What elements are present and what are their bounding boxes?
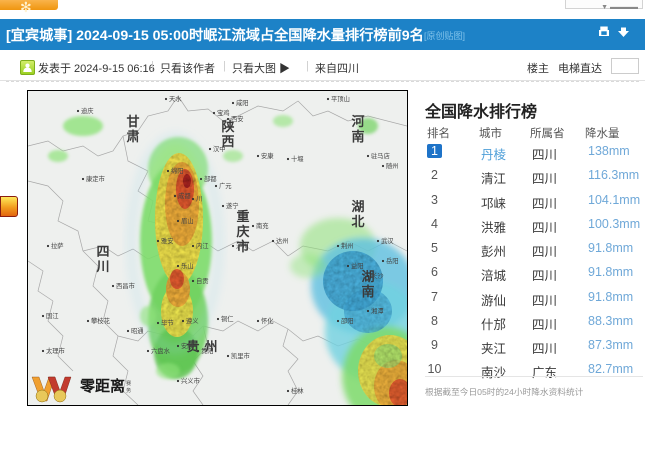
svg-text:岳阳: 岳阳 <box>386 256 399 265</box>
svg-text:邵阳: 邵阳 <box>341 316 354 325</box>
svg-text:兴义市: 兴义市 <box>181 376 200 385</box>
svg-text:昭通: 昭通 <box>131 326 144 335</box>
svg-text:南: 南 <box>351 129 364 144</box>
svg-text:拉萨: 拉萨 <box>51 241 64 250</box>
svg-text:赛: 赛 <box>126 379 132 387</box>
svg-text:荆州: 荆州 <box>341 241 354 250</box>
svg-text:西昌市: 西昌市 <box>116 281 135 290</box>
svg-text:长沙: 长沙 <box>371 271 384 280</box>
svg-text:安顺: 安顺 <box>181 341 194 350</box>
svg-text:庆: 庆 <box>235 224 249 239</box>
svg-text:甘: 甘 <box>126 114 139 129</box>
svg-text:宝鸡: 宝鸡 <box>217 108 230 117</box>
svg-text:肃: 肃 <box>126 129 139 144</box>
svg-text:务: 务 <box>126 386 131 394</box>
svg-text:国江: 国江 <box>46 312 59 320</box>
svg-text:广元: 广元 <box>219 181 232 190</box>
svg-text:随州: 随州 <box>386 161 399 170</box>
svg-text:南: 南 <box>361 284 374 299</box>
svg-text:咸阳: 咸阳 <box>236 98 249 107</box>
svg-text:西安: 西安 <box>231 114 244 123</box>
svg-text:益阳: 益阳 <box>351 261 364 270</box>
svg-text:绵阳: 绵阳 <box>171 166 184 175</box>
svg-text:成都: 成都 <box>178 191 191 200</box>
svg-text:内江: 内江 <box>196 241 209 250</box>
svg-text:遂宁: 遂宁 <box>226 201 239 210</box>
svg-text:毕节: 毕节 <box>161 318 174 327</box>
svg-text:驻马店: 驻马店 <box>371 151 390 160</box>
svg-text:天水: 天水 <box>169 94 182 103</box>
svg-text:攀枝花: 攀枝花 <box>91 316 111 325</box>
svg-text:南充: 南充 <box>256 221 269 230</box>
svg-text:迪庆: 迪庆 <box>81 106 94 115</box>
svg-text:部都: 部都 <box>204 174 217 183</box>
svg-text:河: 河 <box>351 114 364 129</box>
svg-text:四: 四 <box>96 244 109 259</box>
svg-text:重: 重 <box>236 209 249 224</box>
svg-text:桂林: 桂林 <box>291 386 304 395</box>
svg-text:太理市: 太理市 <box>46 346 65 355</box>
svg-text:自贡: 自贡 <box>196 276 209 285</box>
svg-text:遵义: 遵义 <box>186 316 199 325</box>
svg-text:川: 川 <box>95 259 109 274</box>
svg-text:www.ybxw.com: www.ybxw.com <box>32 404 103 405</box>
svg-text:川: 川 <box>196 196 202 203</box>
svg-text:达州: 达州 <box>276 236 289 245</box>
svg-text:凯里市: 凯里市 <box>231 351 250 360</box>
svg-text:雅安: 雅安 <box>161 236 174 245</box>
svg-text:康定市: 康定市 <box>86 174 105 183</box>
svg-text:怀化: 怀化 <box>261 316 274 325</box>
svg-text:安康: 安康 <box>261 151 274 160</box>
svg-text:零距离: 零距离 <box>79 377 125 395</box>
svg-text:十堰: 十堰 <box>291 154 304 163</box>
svg-text:汉中: 汉中 <box>213 144 226 153</box>
svg-text:湘潭: 湘潭 <box>371 306 384 315</box>
svg-text:贵阳: 贵阳 <box>201 346 214 355</box>
svg-text:平顶山: 平顶山 <box>331 94 350 103</box>
svg-text:六盘水: 六盘水 <box>151 346 171 355</box>
svg-text:乐山: 乐山 <box>181 261 194 270</box>
svg-text:湖: 湖 <box>351 199 364 214</box>
svg-text:铜仁: 铜仁 <box>221 314 234 323</box>
svg-text:泸州: 泸州 <box>236 241 249 250</box>
svg-text:眉山: 眉山 <box>181 216 194 225</box>
svg-text:武汉: 武汉 <box>381 236 394 245</box>
svg-text:北: 北 <box>351 214 364 229</box>
